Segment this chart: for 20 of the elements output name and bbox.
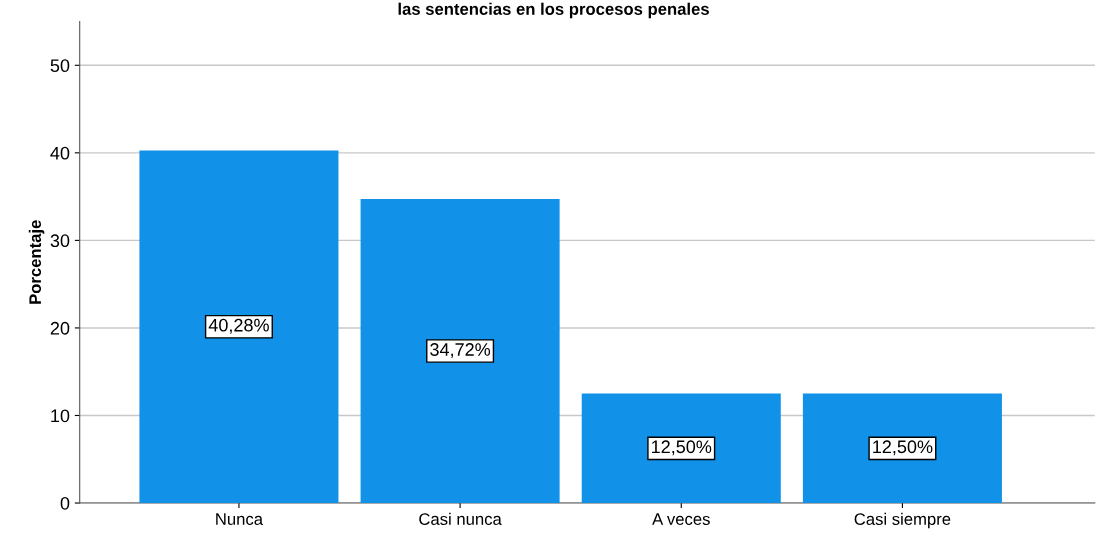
chart-title: las sentencias en los procesos penales	[398, 2, 709, 19]
data-label: 12,50%	[873, 440, 933, 456]
y-tick-label: 40	[50, 146, 70, 160]
y-tick-label: 10	[51, 409, 70, 423]
data-label: 12,50%	[652, 440, 712, 456]
x-tick-label: Casi nunca	[419, 512, 502, 525]
y-tick-label: 30	[50, 234, 70, 248]
y-tick-label: 0	[60, 496, 70, 510]
bar	[581, 393, 781, 504]
data-label: 40,28%	[208, 318, 269, 334]
x-tick-label: Nunca	[216, 513, 264, 525]
y-tick-label: 20	[50, 321, 70, 335]
bar	[360, 199, 560, 504]
y-axis-title: Porcentaje	[28, 220, 45, 304]
y-tick-label: 50	[50, 59, 70, 73]
data-label: 34,72%	[430, 343, 491, 359]
x-tick-label: Casi siempre	[854, 512, 951, 529]
bar	[139, 150, 339, 504]
x-tick-label: A veces	[652, 513, 710, 525]
bar	[802, 393, 1002, 504]
